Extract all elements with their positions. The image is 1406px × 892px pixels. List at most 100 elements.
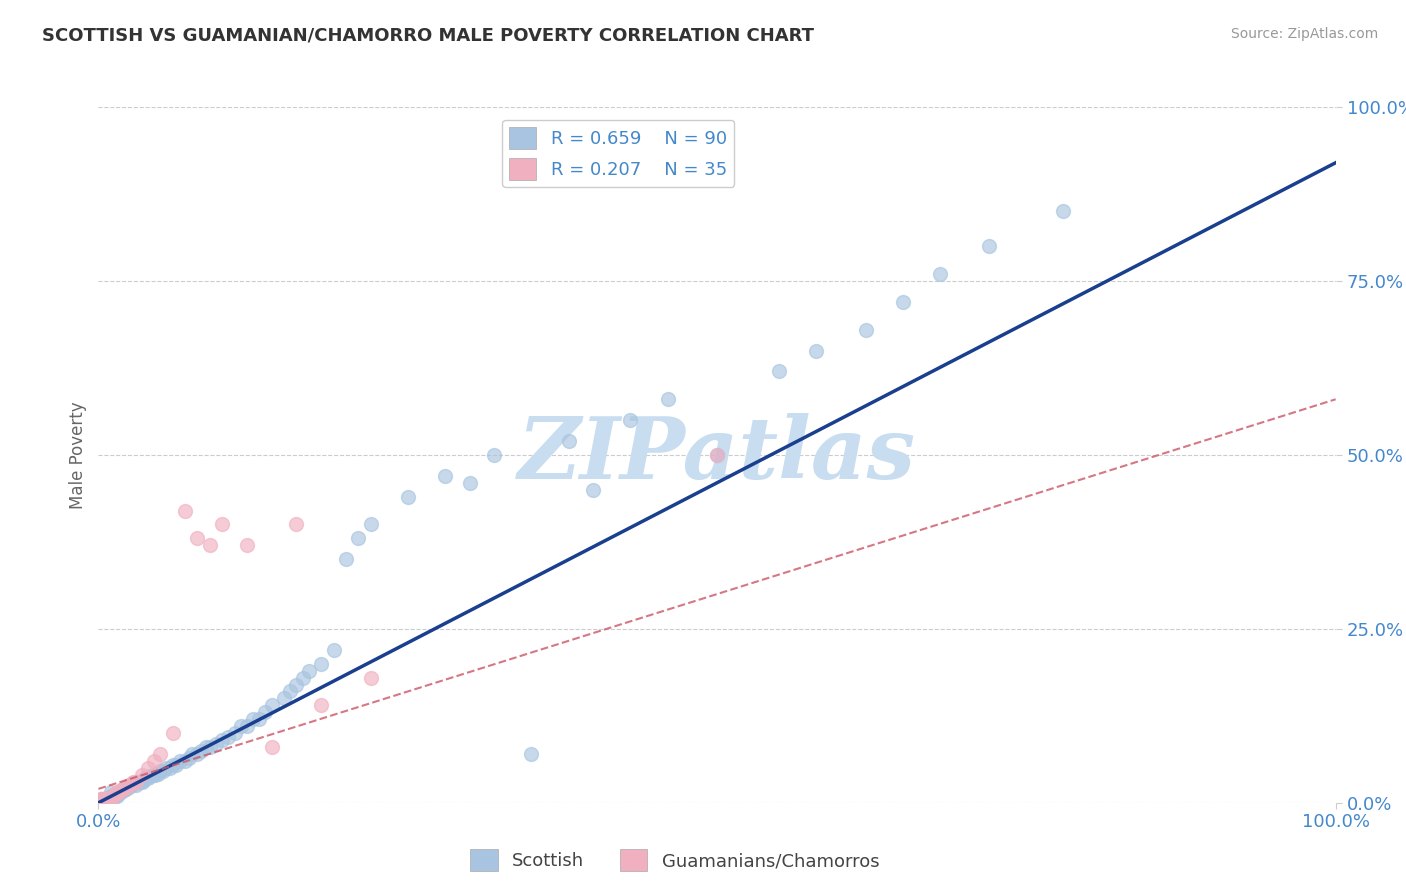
Point xyxy=(260,698,283,713)
Point xyxy=(142,768,165,782)
Text: Source: ZipAtlas.com: Source: ZipAtlas.com xyxy=(1230,27,1378,41)
Point xyxy=(93,792,115,806)
Point xyxy=(285,677,308,691)
Point xyxy=(174,503,197,517)
Point xyxy=(657,392,679,407)
Point xyxy=(360,517,382,532)
Point xyxy=(484,448,506,462)
Point xyxy=(104,788,127,802)
Point xyxy=(105,785,128,799)
Point xyxy=(162,726,184,740)
Point xyxy=(165,757,187,772)
Point xyxy=(128,775,150,789)
Point xyxy=(100,792,122,806)
Point xyxy=(124,778,146,792)
Point xyxy=(211,733,233,747)
Point xyxy=(143,768,166,782)
Point xyxy=(103,789,125,803)
Point xyxy=(229,719,252,733)
Point xyxy=(236,538,259,552)
Point xyxy=(557,434,579,448)
Point xyxy=(98,792,121,806)
Point xyxy=(152,764,174,779)
Point xyxy=(322,642,344,657)
Point xyxy=(273,691,295,706)
Point xyxy=(155,761,177,775)
Point xyxy=(108,785,131,799)
Point xyxy=(335,552,357,566)
Point xyxy=(91,792,114,806)
Point xyxy=(236,719,259,733)
Point xyxy=(90,792,112,806)
Point xyxy=(100,790,122,805)
Y-axis label: Male Poverty: Male Poverty xyxy=(69,401,87,508)
Point xyxy=(108,785,131,799)
Point xyxy=(112,781,135,796)
Legend: Scottish, Guamanians/Chamorros: Scottish, Guamanians/Chamorros xyxy=(463,842,887,879)
Point xyxy=(114,781,136,796)
Point xyxy=(110,785,132,799)
Point xyxy=(124,775,146,789)
Point xyxy=(891,294,914,309)
Point xyxy=(174,754,197,768)
Point xyxy=(139,769,162,783)
Point xyxy=(105,789,128,803)
Point xyxy=(132,773,155,788)
Point xyxy=(285,517,308,532)
Point xyxy=(118,780,141,795)
Point xyxy=(181,747,204,761)
Point xyxy=(224,726,246,740)
Point xyxy=(120,778,142,792)
Point xyxy=(855,323,877,337)
Text: ZIPatlas: ZIPatlas xyxy=(517,413,917,497)
Point xyxy=(115,780,138,795)
Point xyxy=(979,239,1001,253)
Point xyxy=(97,792,120,806)
Point xyxy=(93,792,115,806)
Point xyxy=(804,343,827,358)
Point xyxy=(520,747,543,761)
Point xyxy=(91,792,114,806)
Point xyxy=(122,776,145,790)
Point xyxy=(143,754,166,768)
Point xyxy=(291,671,314,685)
Point xyxy=(177,750,200,764)
Point xyxy=(97,792,120,806)
Point xyxy=(186,532,208,546)
Point xyxy=(190,744,212,758)
Point xyxy=(118,778,141,792)
Point xyxy=(706,448,728,462)
Point xyxy=(100,792,122,806)
Point xyxy=(114,780,136,795)
Point xyxy=(131,768,153,782)
Point xyxy=(706,448,728,462)
Point xyxy=(768,364,790,378)
Point xyxy=(242,712,264,726)
Point xyxy=(309,657,332,671)
Point xyxy=(121,778,143,792)
Point xyxy=(96,792,118,806)
Point xyxy=(100,785,122,799)
Point xyxy=(136,761,159,775)
Point xyxy=(93,792,115,806)
Point xyxy=(149,747,172,761)
Point xyxy=(96,792,118,806)
Point xyxy=(205,737,228,751)
Point xyxy=(122,775,145,789)
Point xyxy=(136,772,159,786)
Point xyxy=(162,757,184,772)
Point xyxy=(195,740,218,755)
Legend: R = 0.659    N = 90, R = 0.207    N = 35: R = 0.659 N = 90, R = 0.207 N = 35 xyxy=(502,120,734,187)
Point xyxy=(217,730,239,744)
Point xyxy=(103,788,125,802)
Point xyxy=(103,789,125,803)
Point xyxy=(93,792,115,806)
Point xyxy=(928,267,950,281)
Point xyxy=(111,783,134,797)
Point xyxy=(260,740,283,755)
Point xyxy=(90,792,112,806)
Point xyxy=(347,532,370,546)
Point xyxy=(103,790,125,805)
Point xyxy=(1052,204,1074,219)
Point xyxy=(94,792,117,806)
